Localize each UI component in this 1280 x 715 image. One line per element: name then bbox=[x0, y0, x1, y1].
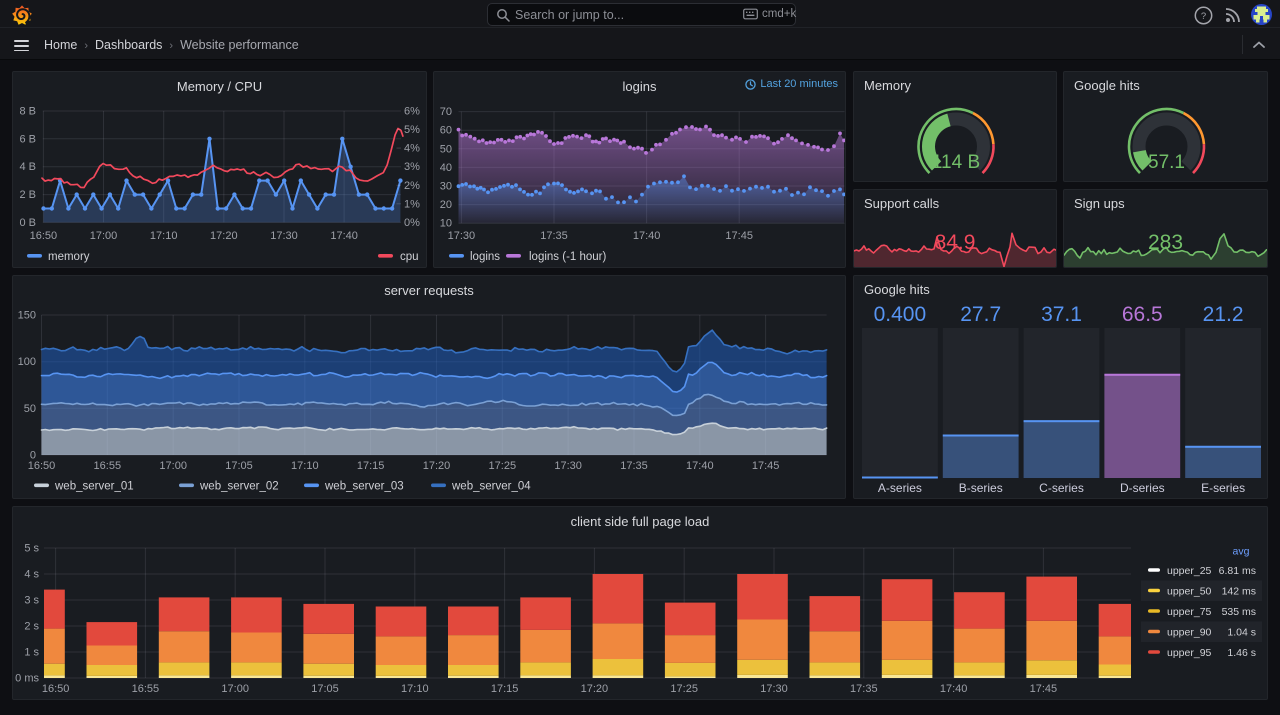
svg-text:17:00: 17:00 bbox=[159, 460, 187, 472]
svg-text:6%: 6% bbox=[404, 106, 420, 118]
svg-text:70: 70 bbox=[440, 106, 452, 118]
svg-text:16:50: 16:50 bbox=[42, 683, 70, 695]
svg-text:17:35: 17:35 bbox=[850, 683, 878, 695]
svg-text:logins: logins bbox=[470, 251, 500, 263]
svg-text:17:20: 17:20 bbox=[581, 683, 609, 695]
svg-text:17:25: 17:25 bbox=[670, 683, 698, 695]
svg-text:57.1: 57.1 bbox=[1148, 152, 1185, 173]
svg-text:logins (-1 hour): logins (-1 hour) bbox=[529, 251, 607, 263]
svg-text:17:40: 17:40 bbox=[686, 460, 714, 472]
svg-text:17:30: 17:30 bbox=[760, 683, 788, 695]
svg-text:17:20: 17:20 bbox=[210, 230, 238, 242]
svg-text:web_server_01: web_server_01 bbox=[54, 481, 134, 493]
svg-text:3%: 3% bbox=[404, 161, 420, 173]
svg-text:1.46 s: 1.46 s bbox=[1227, 647, 1256, 659]
svg-text:37.1: 37.1 bbox=[1041, 303, 1082, 326]
svg-text:17:25: 17:25 bbox=[489, 460, 517, 472]
svg-text:4%: 4% bbox=[404, 143, 420, 155]
svg-text:17:00: 17:00 bbox=[221, 683, 249, 695]
svg-text:6.81 ms: 6.81 ms bbox=[1219, 565, 1256, 577]
svg-text:0.400: 0.400 bbox=[874, 303, 927, 326]
svg-text:17:05: 17:05 bbox=[225, 460, 253, 472]
svg-text:1 s: 1 s bbox=[24, 647, 39, 659]
svg-text:3 s: 3 s bbox=[24, 595, 39, 607]
svg-text:142 ms: 142 ms bbox=[1222, 585, 1256, 597]
svg-text:A-series: A-series bbox=[878, 481, 922, 495]
svg-text:17:10: 17:10 bbox=[150, 230, 178, 242]
svg-text:0%: 0% bbox=[404, 217, 420, 229]
svg-text:web_server_02: web_server_02 bbox=[199, 481, 279, 493]
svg-text:150: 150 bbox=[18, 310, 36, 322]
svg-text:avg: avg bbox=[1233, 546, 1250, 558]
svg-text:10: 10 bbox=[440, 218, 452, 230]
svg-text:16:50: 16:50 bbox=[30, 230, 58, 242]
svg-text:4 B: 4 B bbox=[19, 161, 36, 173]
svg-text:web_server_04: web_server_04 bbox=[451, 481, 531, 493]
svg-text:1.04 s: 1.04 s bbox=[1227, 626, 1256, 638]
svg-text:27.7: 27.7 bbox=[960, 303, 1001, 326]
svg-text:20: 20 bbox=[440, 199, 452, 211]
svg-text:8 B: 8 B bbox=[19, 106, 36, 118]
svg-text:16:50: 16:50 bbox=[28, 460, 56, 472]
svg-text:114 B: 114 B bbox=[932, 152, 980, 173]
svg-text:17:30: 17:30 bbox=[270, 230, 298, 242]
svg-text:17:45: 17:45 bbox=[725, 230, 753, 242]
svg-text:17:00: 17:00 bbox=[90, 230, 118, 242]
svg-text:50: 50 bbox=[24, 403, 36, 415]
svg-text:0: 0 bbox=[30, 450, 36, 462]
svg-text:60: 60 bbox=[440, 125, 452, 137]
svg-text:5%: 5% bbox=[404, 124, 420, 136]
svg-text:17:30: 17:30 bbox=[554, 460, 582, 472]
svg-text:upper_95: upper_95 bbox=[1167, 647, 1212, 659]
svg-text:0 B: 0 B bbox=[19, 217, 36, 229]
svg-text:40: 40 bbox=[440, 162, 452, 174]
svg-text:17:15: 17:15 bbox=[491, 683, 519, 695]
svg-text:0 ms: 0 ms bbox=[15, 673, 39, 685]
svg-text:upper_25: upper_25 bbox=[1167, 565, 1212, 577]
svg-text:535 ms: 535 ms bbox=[1222, 606, 1256, 618]
svg-text:upper_50: upper_50 bbox=[1167, 585, 1212, 597]
svg-text:1%: 1% bbox=[404, 198, 420, 210]
svg-text:D-series: D-series bbox=[1120, 481, 1165, 495]
svg-text:upper_90: upper_90 bbox=[1167, 626, 1212, 638]
svg-text:17:35: 17:35 bbox=[620, 460, 648, 472]
svg-text:21.2: 21.2 bbox=[1203, 303, 1244, 326]
svg-text:17:40: 17:40 bbox=[633, 230, 661, 242]
svg-text:50: 50 bbox=[440, 143, 452, 155]
svg-text:17:30: 17:30 bbox=[448, 230, 476, 242]
svg-text:17:45: 17:45 bbox=[1030, 683, 1058, 695]
svg-text:17:20: 17:20 bbox=[423, 460, 451, 472]
svg-text:E-series: E-series bbox=[1201, 481, 1245, 495]
svg-text:17:45: 17:45 bbox=[752, 460, 780, 472]
svg-text:17:40: 17:40 bbox=[940, 683, 968, 695]
svg-text:17:15: 17:15 bbox=[357, 460, 385, 472]
svg-text:100: 100 bbox=[18, 356, 36, 368]
svg-text:5 s: 5 s bbox=[24, 543, 39, 555]
svg-text:web_server_03: web_server_03 bbox=[324, 481, 404, 493]
svg-text:memory: memory bbox=[48, 251, 90, 263]
svg-text:66.5: 66.5 bbox=[1122, 303, 1163, 326]
svg-text:17:40: 17:40 bbox=[330, 230, 358, 242]
svg-text:17:10: 17:10 bbox=[401, 683, 429, 695]
svg-text:2 s: 2 s bbox=[24, 621, 39, 633]
svg-text:4 s: 4 s bbox=[24, 569, 39, 581]
svg-text:C-series: C-series bbox=[1039, 481, 1084, 495]
svg-text:6 B: 6 B bbox=[19, 133, 36, 145]
svg-text:30: 30 bbox=[440, 181, 452, 193]
svg-text:2 B: 2 B bbox=[19, 189, 36, 201]
svg-text:17:05: 17:05 bbox=[311, 683, 339, 695]
svg-text:B-series: B-series bbox=[959, 481, 1003, 495]
svg-text:17:35: 17:35 bbox=[540, 230, 568, 242]
svg-text:2%: 2% bbox=[404, 180, 420, 192]
svg-text:upper_75: upper_75 bbox=[1167, 606, 1212, 618]
svg-text:16:55: 16:55 bbox=[132, 683, 160, 695]
svg-text:17:10: 17:10 bbox=[291, 460, 319, 472]
svg-text:?: ? bbox=[1201, 11, 1206, 22]
svg-text:16:55: 16:55 bbox=[94, 460, 122, 472]
svg-text:cpu: cpu bbox=[400, 251, 419, 263]
